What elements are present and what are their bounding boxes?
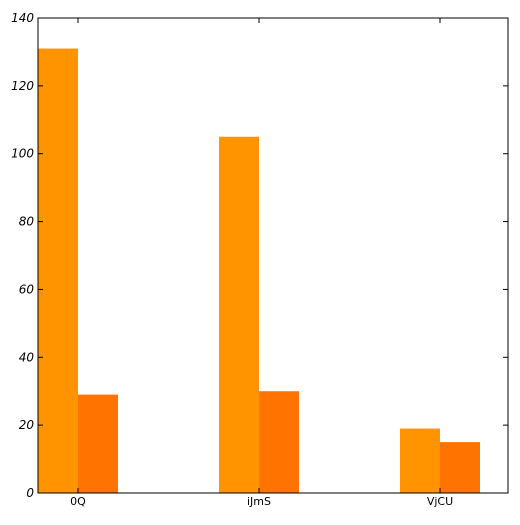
y-tick-label: 100 (11, 147, 34, 161)
y-tick-label: 80 (19, 215, 35, 229)
plot-frame (37, 17, 509, 494)
bars-layer (38, 48, 480, 494)
y-tick-label: 40 (19, 350, 35, 364)
y-tick-label: 140 (11, 11, 34, 25)
y-tick-label: 120 (11, 79, 34, 93)
x-tick-label-0Q: 0Q (70, 495, 86, 508)
x-axis: 0Q iJmS VjCU (70, 18, 453, 508)
y-tick-label: 20 (19, 418, 35, 432)
x-tick-label-VjCU: VjCU (427, 495, 453, 508)
bar-series-1-iJmS (219, 136, 259, 493)
bar-series-2-VjCU (440, 442, 480, 493)
bar-series-1-VjCU (400, 428, 440, 493)
bar-series-2-0Q (78, 394, 118, 493)
bar-series-2-iJmS (259, 391, 299, 493)
bar-series-1-0Q (38, 48, 78, 494)
y-axis: 0 20 40 60 80 100 120 140 (11, 11, 508, 500)
x-tick-label-iJmS: iJmS (247, 495, 271, 508)
y-tick-label: 0 (26, 486, 34, 500)
y-tick-label: 60 (19, 282, 35, 296)
